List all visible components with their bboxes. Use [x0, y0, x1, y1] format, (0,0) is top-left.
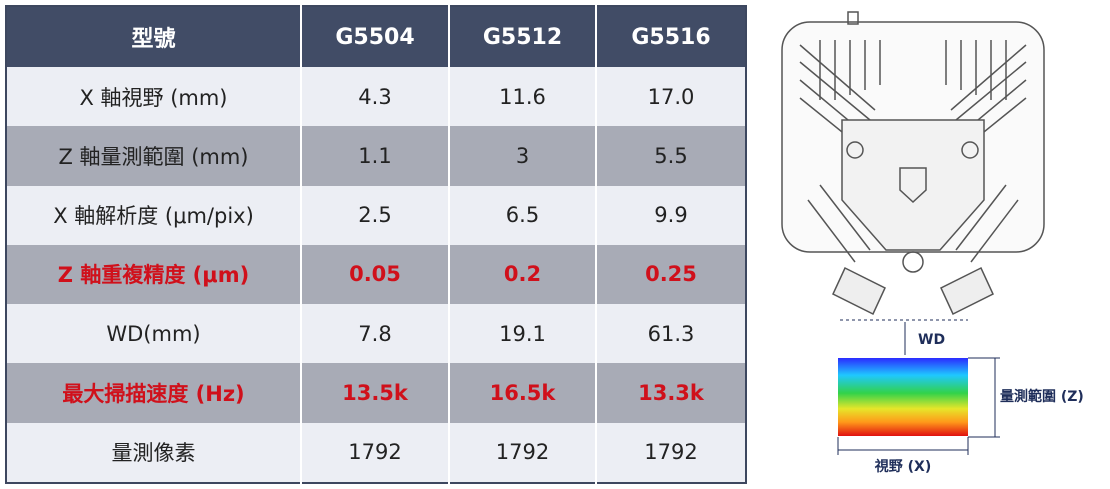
table-body: X 軸視野 (mm) 4.3 11.6 17.0 Z 軸量測範圍 (mm) 1.1 3 5.5…	[6, 67, 746, 483]
cell: 13.5k	[300, 363, 449, 423]
row-label: Z 軸量測範圍 (mm)	[6, 126, 301, 186]
row-label: Z 軸重複精度 (μm)	[6, 244, 301, 305]
cell: 0.05	[300, 244, 449, 305]
cell: 5.5	[595, 126, 746, 186]
cell: 16.5k	[448, 363, 596, 423]
table-row: 量測像素 1792 1792 1792	[6, 422, 746, 483]
cell: 1.1	[300, 126, 449, 186]
spec-table: 型號 G5504 G5512 G5516 X 軸視野 (mm) 4.3 11.6 17.0 Z…	[5, 5, 747, 484]
measurement-zone	[838, 358, 968, 436]
sensor-drawing	[781, 11, 1045, 316]
cell: 61.3	[595, 304, 746, 364]
header-row: 型號 G5504 G5512 G5516	[6, 6, 746, 67]
cell: 4.3	[300, 67, 449, 127]
cell: 13.3k	[595, 363, 746, 423]
cell: 2.5	[300, 185, 449, 245]
header-cell: G5516	[595, 6, 746, 67]
row-label: 量測像素	[6, 422, 301, 483]
row-label: X 軸視野 (mm)	[6, 67, 301, 127]
cell: 1792	[300, 422, 449, 483]
cell: 6.5	[448, 185, 596, 245]
header-cell: G5504	[300, 6, 449, 67]
table-row: WD(mm) 7.8 19.1 61.3	[6, 304, 746, 364]
cell: 3	[448, 126, 596, 186]
cell: 11.6	[448, 67, 596, 127]
table-row: Z 軸重複精度 (μm) 0.05 0.2 0.25	[6, 244, 746, 305]
row-label: WD(mm)	[6, 304, 301, 364]
cell: 0.25	[595, 244, 746, 305]
table-row: Z 軸量測範圍 (mm) 1.1 3 5.5	[6, 126, 746, 186]
sensor-diagram: WD 量測範圍 (Z) 視野 (X)	[781, 11, 1084, 475]
header-cell: G5512	[448, 6, 596, 67]
cell: 17.0	[595, 67, 746, 127]
cell: 7.8	[300, 304, 449, 364]
table-row: X 軸解析度 (μm/pix) 2.5 6.5 9.9	[6, 185, 746, 245]
cell: 9.9	[595, 185, 746, 245]
cell: 19.1	[448, 304, 596, 364]
z-label: 量測範圍 (Z)	[1000, 388, 1084, 405]
table-row: 最大掃描速度 (Hz) 13.5k 16.5k 13.3k	[6, 363, 746, 423]
x-label: 視野 (X)	[874, 458, 931, 475]
cell: 1792	[448, 422, 596, 483]
cell: 1792	[595, 422, 746, 483]
table-row: X 軸視野 (mm) 4.3 11.6 17.0	[6, 67, 746, 127]
row-label: 最大掃描速度 (Hz)	[6, 363, 301, 423]
header-cell: 型號	[6, 6, 301, 67]
row-label: X 軸解析度 (μm/pix)	[6, 185, 301, 245]
wd-label: WD	[918, 332, 945, 348]
cell: 0.2	[448, 244, 596, 305]
